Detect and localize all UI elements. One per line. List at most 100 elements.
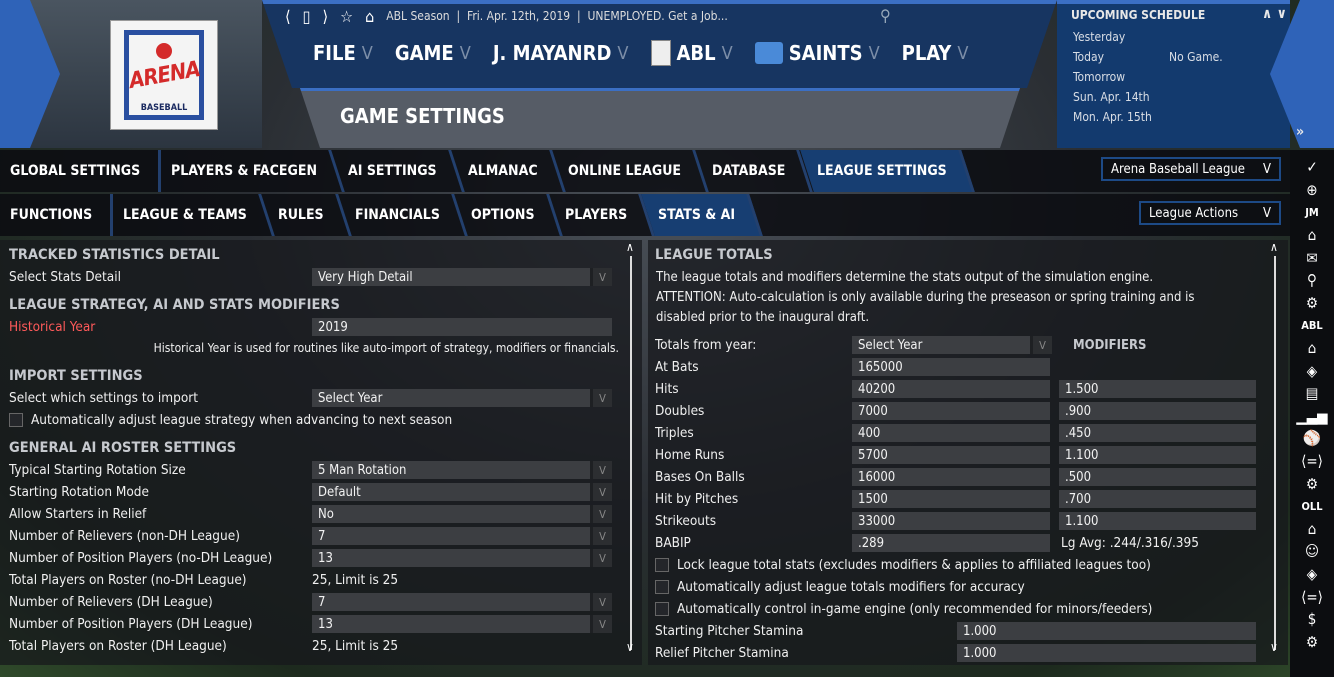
trade-icon[interactable]: ⟨=⟩ — [1301, 587, 1323, 606]
tab-database[interactable]: DATABASE — [695, 150, 814, 192]
schedule-day: Sun. Apr. 14th — [1073, 90, 1150, 104]
star-icon[interactable]: ☆ — [340, 6, 354, 26]
home-icon[interactable]: ⌂ — [365, 6, 375, 26]
menu-file[interactable]: FILE V — [313, 41, 373, 65]
scroll-down-icon[interactable]: ∨ — [1270, 640, 1278, 654]
scroll-up-icon[interactable]: ∧ — [1270, 240, 1278, 254]
schedule-expand-button[interactable]: » — [1296, 124, 1305, 140]
home-icon[interactable]: ⌂ — [1307, 339, 1317, 358]
schedule-scroll-arrows[interactable]: ∧ ∨ — [1262, 6, 1287, 22]
bar-chart-icon[interactable]: ▁▃▅ — [1296, 406, 1328, 425]
checkbox[interactable] — [655, 580, 669, 594]
tab-players[interactable]: PLAYERS — [548, 194, 656, 236]
stat-modifier-input[interactable]: 1.100 — [1059, 512, 1256, 530]
scroll-down-icon[interactable]: ∨ — [626, 640, 634, 654]
stat-label: Bases On Balls — [655, 469, 745, 485]
baseball-icon[interactable]: ⚾ — [1302, 429, 1322, 448]
setting-input[interactable]: 2019 — [312, 318, 612, 336]
stat-total-input[interactable]: 400 — [852, 424, 1050, 442]
diamond-icon[interactable]: ◈ — [1306, 564, 1318, 583]
left-scrollbar[interactable] — [630, 256, 632, 650]
stat-total-input[interactable]: 165000 — [852, 358, 1050, 376]
tab-players-facegen[interactable]: PLAYERS & FACEGEN — [154, 150, 345, 192]
card-icon[interactable]: ▤ — [1305, 384, 1319, 403]
stat-total-input[interactable]: 5700 — [852, 446, 1050, 464]
gear-icon[interactable]: ⚙ — [1305, 632, 1319, 651]
search-icon[interactable]: ⚲ — [880, 6, 891, 25]
mail-icon[interactable]: ✉ — [1306, 248, 1318, 267]
stamina-input[interactable]: 1.000 — [957, 622, 1256, 640]
setting-label: LEAGUE STRATEGY, AI AND STATS MODIFIERS — [9, 297, 340, 313]
stat-total-input[interactable]: 33000 — [852, 512, 1050, 530]
tab-league-settings[interactable]: LEAGUE SETTINGS — [800, 150, 975, 192]
stat-row: Doubles 7000 .900 — [655, 400, 1256, 422]
gear-icon[interactable]: ⚙ — [1305, 474, 1319, 493]
tab-league-teams[interactable]: LEAGUE & TEAMS — [106, 194, 275, 236]
scroll-up-icon[interactable]: ∧ — [626, 240, 634, 254]
tab-global-settings[interactable]: GLOBAL SETTINGS — [0, 150, 162, 192]
stat-modifier-input[interactable]: .900 — [1059, 402, 1256, 420]
stat-modifier-input[interactable]: 1.100 — [1059, 446, 1256, 464]
setting-dropdown[interactable]: 13 V — [312, 549, 612, 567]
stamina-input[interactable]: 1.000 — [957, 644, 1256, 662]
setting-dropdown[interactable]: No V — [312, 505, 612, 523]
chevron-right-icon[interactable]: ⟩ — [322, 6, 329, 26]
checkbox[interactable] — [655, 602, 669, 616]
right-scrollbar[interactable] — [1274, 256, 1276, 650]
stat-modifier-input[interactable]: 1.500 — [1059, 380, 1256, 398]
stat-total-input[interactable]: .289 — [852, 534, 1050, 552]
stat-modifier-input[interactable]: .700 — [1059, 490, 1256, 508]
setting-dropdown[interactable]: Default V — [312, 483, 612, 501]
setting-row: Number of Position Players (no-DH League… — [9, 547, 619, 569]
tab-options[interactable]: OPTIONS — [453, 194, 562, 236]
stat-total-input[interactable]: 40200 — [852, 380, 1050, 398]
arena-baseball-logo[interactable]: ARENA BASEBALL — [110, 20, 218, 130]
league-select-dropdown[interactable]: Arena Baseball League V — [1101, 157, 1281, 181]
dollar-icon[interactable]: $ — [1307, 610, 1317, 629]
tab-online-league[interactable]: ONLINE LEAGUE — [551, 150, 710, 192]
stat-label: Hit by Pitches — [655, 491, 739, 507]
tab-financials[interactable]: FINANCIALS — [337, 194, 468, 236]
stat-total-input[interactable]: 7000 — [852, 402, 1050, 420]
league-actions-dropdown[interactable]: League Actions V — [1139, 201, 1281, 225]
player-icon[interactable]: ☺ — [1304, 542, 1320, 561]
description-text: disabled prior to the inaugural draft. — [656, 309, 870, 325]
tab-ai-settings[interactable]: AI SETTINGS — [331, 150, 465, 192]
tab-functions[interactable]: FUNCTIONS — [0, 194, 114, 236]
checkbox[interactable] — [9, 413, 23, 427]
menu-play[interactable]: PLAY V — [901, 41, 969, 65]
diamond-icon[interactable]: ◈ — [1306, 361, 1318, 380]
stat-total-input[interactable]: 1500 — [852, 490, 1050, 508]
chevron-down-icon: V — [590, 461, 612, 479]
tab-stats-ai[interactable]: STATS & AI — [641, 194, 764, 236]
stat-modifier-input[interactable]: .500 — [1059, 468, 1256, 486]
home-icon[interactable]: ⌂ — [1307, 226, 1317, 245]
totals-year-dropdown[interactable]: Select Year V — [852, 336, 1052, 354]
menu-game[interactable]: GAME V — [394, 41, 471, 65]
schedule-game[interactable]: No Game. — [1169, 50, 1223, 64]
setting-dropdown[interactable]: Very High Detail V — [312, 268, 612, 286]
trade-icon[interactable]: ⟨=⟩ — [1301, 452, 1323, 471]
gear-icon[interactable]: ⚙ — [1305, 293, 1319, 312]
menu-saints[interactable]: SAINTS V — [754, 41, 880, 65]
globe-icon[interactable]: ⊕ — [1306, 180, 1318, 199]
checkbox[interactable] — [655, 558, 669, 572]
setting-dropdown[interactable]: 13 V — [312, 615, 612, 633]
setting-dropdown[interactable]: 5 Man Rotation V — [312, 461, 612, 479]
menu-j-mayanrd[interactable]: J. MAYANRD V — [492, 41, 629, 65]
stat-total-input[interactable]: 16000 — [852, 468, 1050, 486]
stat-row: Bases On Balls 16000 .500 — [655, 466, 1256, 488]
bookmark-icon[interactable]: ▯ — [302, 6, 311, 26]
home-icon[interactable]: ⌂ — [1307, 519, 1317, 538]
setting-dropdown[interactable]: Select Year V — [312, 389, 612, 407]
check-icon[interactable]: ✓ — [1306, 158, 1318, 177]
tab-almanac[interactable]: ALMANAC — [450, 150, 566, 192]
menu-abl[interactable]: ABL V — [650, 40, 733, 66]
tab-rules[interactable]: RULES — [261, 194, 352, 236]
stat-label: BABIP — [655, 535, 691, 551]
search-icon[interactable]: ⚲ — [1307, 271, 1317, 290]
chevron-left-icon[interactable]: ⟨ — [285, 6, 291, 26]
stat-modifier-input[interactable]: .450 — [1059, 424, 1256, 442]
